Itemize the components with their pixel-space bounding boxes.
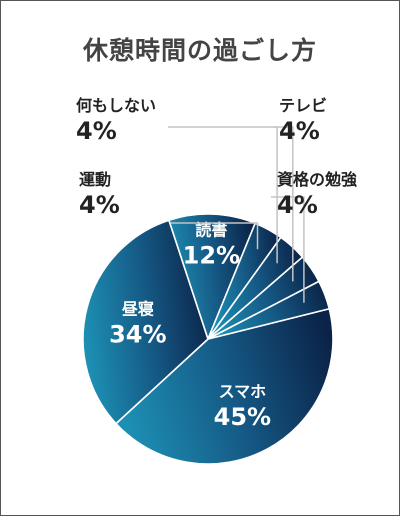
slice-value-label-5: 4% [76,117,117,145]
slice-value-label-3: 12% [183,242,240,270]
pie-slice-1 [115,307,334,465]
slice-label-6: テレビ [279,96,327,115]
slice-label-4: 運動 [79,170,111,189]
leader-line-7 [271,196,305,303]
slice-value-label-4: 4% [79,191,120,219]
slice-value-label-1: 45% [214,403,271,431]
chart-title: 休憩時間の過ごし方 [82,36,317,65]
slice-value-label-7: 4% [277,191,318,219]
slice-value-label-6: 4% [279,117,320,145]
pie-slice-2 [82,219,209,425]
slice-label-5: 何もしない [76,96,156,115]
slice-label-1: スマホ [219,382,267,401]
pie-slice-3 [168,213,256,340]
leader-line-6 [273,126,294,282]
pie-slice-7 [207,280,331,340]
leader-line-4 [171,222,259,250]
pie-slices [82,213,334,465]
slice-value-label-2: 34% [109,321,166,349]
slice-label-2: 昼寝 [121,300,154,319]
slice-label-3: 読書 [195,221,227,240]
slice-label-7: 資格の勉強 [277,170,357,189]
